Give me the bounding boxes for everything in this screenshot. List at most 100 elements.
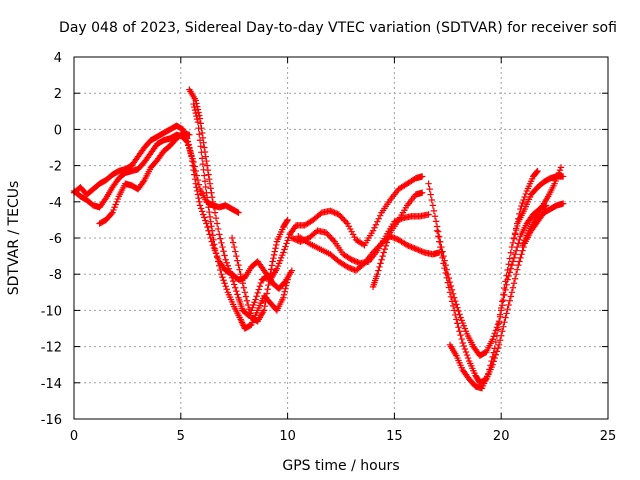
data-point <box>517 254 524 262</box>
data-point <box>518 251 525 258</box>
data-point <box>488 357 495 365</box>
data-point <box>454 320 461 327</box>
data-point <box>196 137 204 144</box>
data-point <box>233 287 240 295</box>
data-point <box>211 209 219 216</box>
data-point <box>332 210 340 217</box>
data-point <box>238 317 245 325</box>
data-point <box>374 271 381 278</box>
data-point <box>502 314 509 321</box>
data-point <box>198 208 206 215</box>
data-point <box>506 269 513 276</box>
data-point <box>222 283 229 290</box>
data-point <box>193 172 201 179</box>
data-point <box>504 305 511 313</box>
data-point <box>380 249 387 256</box>
data-point <box>328 208 335 215</box>
data-point <box>214 258 222 265</box>
data-point <box>456 328 463 335</box>
data-point <box>198 129 206 137</box>
data-point <box>265 281 272 289</box>
data-point <box>427 191 434 198</box>
data-point <box>140 178 147 185</box>
data-point <box>232 284 239 291</box>
data-point <box>322 229 330 236</box>
series-track-f <box>228 216 291 325</box>
data-point <box>454 304 461 311</box>
data-point <box>376 263 383 271</box>
data-point <box>206 175 213 183</box>
data-point <box>375 267 382 274</box>
data-point <box>193 103 201 110</box>
data-point <box>559 200 567 207</box>
data-point <box>270 251 278 259</box>
data-point <box>327 207 334 215</box>
data-point <box>503 310 510 317</box>
data-point <box>495 341 503 348</box>
data-point <box>498 307 505 314</box>
data-point <box>242 293 250 300</box>
data-point <box>559 173 567 180</box>
data-point <box>232 248 239 255</box>
data-point <box>212 249 220 257</box>
data-point <box>377 260 384 267</box>
data-point <box>269 258 276 265</box>
y-tick-label: -12 <box>41 341 62 356</box>
data-point <box>516 258 523 265</box>
data-point <box>439 248 446 255</box>
data-point <box>280 291 288 298</box>
y-tick-label: 4 <box>54 51 62 66</box>
data-point <box>194 118 202 126</box>
y-tick-label: -8 <box>49 268 62 283</box>
data-point <box>460 342 468 350</box>
data-point <box>452 311 459 319</box>
data-point <box>508 289 516 296</box>
series-track-m <box>510 167 541 242</box>
data-point <box>447 293 455 301</box>
data-point <box>342 262 350 270</box>
data-point <box>521 193 528 201</box>
data-point <box>184 138 191 146</box>
data-point <box>220 248 227 255</box>
data-point <box>272 245 279 252</box>
data-point <box>203 220 210 227</box>
data-point <box>187 148 194 156</box>
data-point <box>196 112 203 119</box>
x-tick-label: 20 <box>493 429 510 444</box>
data-point <box>375 215 382 222</box>
data-point <box>210 204 218 211</box>
data-point <box>283 279 291 286</box>
data-point <box>425 211 432 218</box>
data-point <box>464 354 472 362</box>
series-track-k <box>433 200 567 386</box>
data-point <box>379 252 386 260</box>
data-point <box>192 109 199 117</box>
data-point <box>186 131 193 139</box>
data-point <box>192 180 199 187</box>
data-point <box>196 131 203 138</box>
data-point <box>216 262 223 269</box>
data-point <box>229 277 237 285</box>
data-point <box>439 254 446 262</box>
data-point <box>241 289 249 296</box>
data-point <box>183 137 190 145</box>
data-point <box>239 320 246 328</box>
data-point <box>501 291 508 299</box>
data-point <box>325 232 333 239</box>
data-point <box>190 100 197 108</box>
data-point <box>228 274 236 282</box>
data-point <box>234 208 241 216</box>
data-point <box>211 245 219 253</box>
data-point <box>192 167 199 175</box>
data-point <box>324 230 331 238</box>
data-point <box>354 258 361 266</box>
data-point <box>371 224 378 231</box>
data-point <box>266 274 273 281</box>
data-point <box>108 210 115 218</box>
data-point <box>216 231 223 238</box>
data-point <box>200 166 207 174</box>
data-point <box>239 280 246 287</box>
data-point <box>201 178 209 185</box>
data-point <box>511 275 519 282</box>
